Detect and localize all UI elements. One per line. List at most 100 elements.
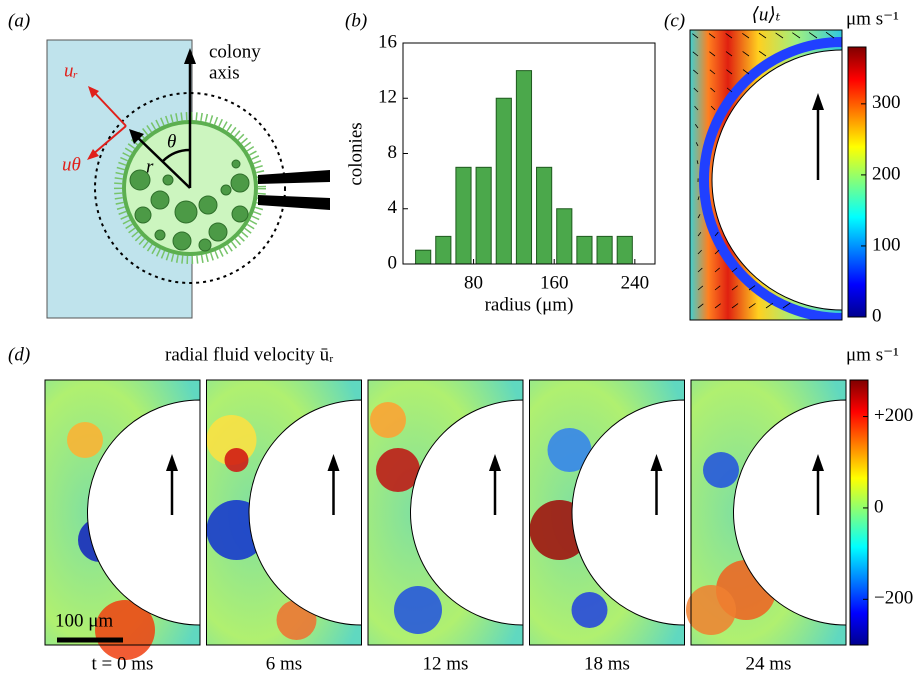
tile-frame — [690, 379, 847, 646]
quiver-arrow — [714, 249, 720, 255]
dashed-circle — [94, 92, 286, 284]
quiver-arrow — [697, 231, 702, 237]
bar — [455, 166, 472, 265]
bar — [515, 70, 533, 265]
tile-frame — [44, 379, 201, 646]
quiver-arrow — [697, 196, 700, 201]
velocity-blob — [686, 585, 736, 635]
velocity-tile — [529, 379, 685, 646]
colorbar-tick-label: −200 — [874, 588, 913, 609]
arrowhead — [650, 454, 663, 471]
panel-b: (b) colonies radius (μm) 0 4 8 12 16 80 160 240 — [345, 10, 656, 315]
quiver-arrow — [692, 33, 699, 39]
quiver-arrow — [782, 302, 791, 309]
arrowhead — [812, 454, 824, 471]
quiver-arrow — [714, 231, 719, 237]
theta-label: θ — [167, 131, 176, 152]
panel-title: radial fluid velocity ūᵣ — [165, 344, 333, 365]
x-tick-label: 240 — [621, 272, 650, 293]
quiver-arrow — [726, 69, 733, 75]
tile-frame — [206, 379, 362, 646]
x-tick-label: 160 — [540, 272, 569, 293]
colorbar — [849, 379, 869, 646]
time-label: 6 ms — [266, 653, 302, 674]
basis-vectors — [91, 89, 127, 156]
arrowhead — [812, 93, 824, 110]
y-tick-label: 4 — [388, 197, 398, 218]
bar — [576, 235, 593, 265]
quiver-arrow — [742, 32, 750, 39]
arrowhead — [489, 454, 501, 471]
quiver-arrow — [725, 33, 733, 39]
arrowhead — [166, 454, 178, 471]
panel-a: (a) colony axis uᵣ uθ r θ — [8, 10, 330, 319]
colorbar-unit: μm s⁻¹ — [846, 344, 899, 365]
bar — [596, 235, 613, 265]
quiver-arrow — [726, 87, 733, 93]
velocity-tile — [367, 379, 524, 646]
quiver-arrow — [742, 51, 750, 57]
quiver-arrow — [697, 249, 702, 255]
velocity-blob — [394, 586, 442, 634]
tile-frame — [529, 379, 685, 646]
panel-label: (d) — [8, 344, 30, 365]
bar — [616, 235, 633, 265]
y-tick-label: 8 — [388, 142, 398, 163]
time-label: 24 ms — [746, 653, 792, 674]
panel-label: (c) — [664, 10, 685, 31]
arrowhead — [327, 454, 340, 471]
quiver-arrow — [697, 285, 704, 291]
quiver-arrow — [808, 32, 818, 39]
quiver-arrow — [709, 69, 716, 75]
x-tick-label: 80 — [464, 272, 483, 293]
tile-frame — [367, 379, 524, 646]
bar — [415, 249, 432, 265]
y-tick-label: 16 — [378, 31, 397, 52]
quiver-arrow — [694, 124, 699, 129]
quiver-arrow — [731, 267, 738, 273]
velocity-blob — [571, 592, 608, 628]
quiver-arrow — [697, 267, 703, 273]
quiver-arrow — [696, 160, 699, 165]
colorbar-tick-label: 0 — [872, 305, 882, 326]
quiver-arrow — [758, 50, 767, 57]
colorbar-tick-label: 0 — [874, 496, 884, 517]
quiver-arrow — [692, 69, 699, 75]
quiver-arrow — [758, 32, 767, 39]
quiver-arrow — [710, 105, 716, 111]
colorbar-tick-label: +200 — [874, 405, 913, 426]
velocity-tile — [686, 379, 847, 646]
quiver — [692, 31, 835, 309]
velocity-tile — [44, 379, 201, 660]
arrows — [132, 55, 192, 189]
bar — [556, 208, 573, 265]
y-tick-label: 0 — [388, 252, 398, 273]
quiver-arrow — [693, 87, 699, 93]
quiver-arrow — [775, 32, 784, 39]
quiver-arrow — [692, 51, 699, 57]
time-label: t = 0 ms — [92, 653, 154, 674]
y-tick-label: 12 — [378, 87, 397, 108]
x-axis-label: radius (μm) — [485, 294, 574, 315]
velocity-blob — [370, 402, 406, 438]
velocity-blob — [547, 428, 592, 472]
quiver-arrow — [731, 303, 739, 309]
y-axis-label: colonies — [345, 122, 366, 185]
colorbar-unit: μm s⁻¹ — [846, 8, 899, 29]
panel-c: (c) ⟨u⟩ₜ μm s⁻¹ 0 100 200 300 — [664, 4, 901, 326]
bar — [475, 166, 492, 265]
quiver-arrow — [748, 303, 756, 309]
velocity-tile — [206, 379, 362, 646]
velocity-blob — [376, 448, 420, 492]
flagella — [114, 112, 266, 264]
panel-title: ⟨u⟩ₜ — [751, 4, 780, 25]
velocity-blob — [224, 448, 249, 472]
colony-outline — [711, 49, 842, 311]
quiver-arrow — [714, 285, 721, 291]
quiver-arrow — [725, 51, 733, 57]
quiver-arrow — [710, 87, 716, 93]
axis-label: axis — [209, 62, 240, 83]
quiver-arrow — [748, 285, 756, 291]
quiver-arrow — [694, 105, 699, 111]
